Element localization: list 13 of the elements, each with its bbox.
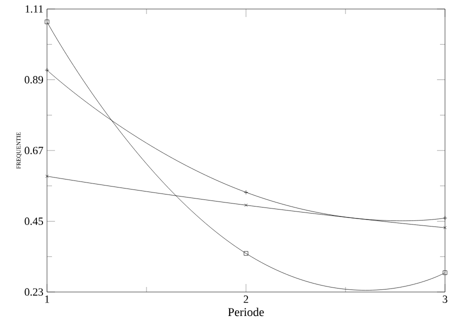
point xyxy=(442,270,448,275)
x-tick-label: 2 xyxy=(244,296,248,303)
y-tick-label: 1.11 xyxy=(26,5,43,13)
point xyxy=(44,20,50,24)
y-tick-label: 0.67 xyxy=(24,146,44,154)
y-tick-label: 0.89 xyxy=(24,76,44,84)
x-tick-label: 3 xyxy=(442,296,448,303)
x-axis-title: Periode xyxy=(228,308,264,316)
x-tick-label: 1 xyxy=(45,296,50,303)
point xyxy=(244,204,248,207)
y-tick-label: 0.45 xyxy=(24,218,44,225)
point xyxy=(244,251,248,256)
y-tick-label: 0.23 xyxy=(24,288,44,296)
